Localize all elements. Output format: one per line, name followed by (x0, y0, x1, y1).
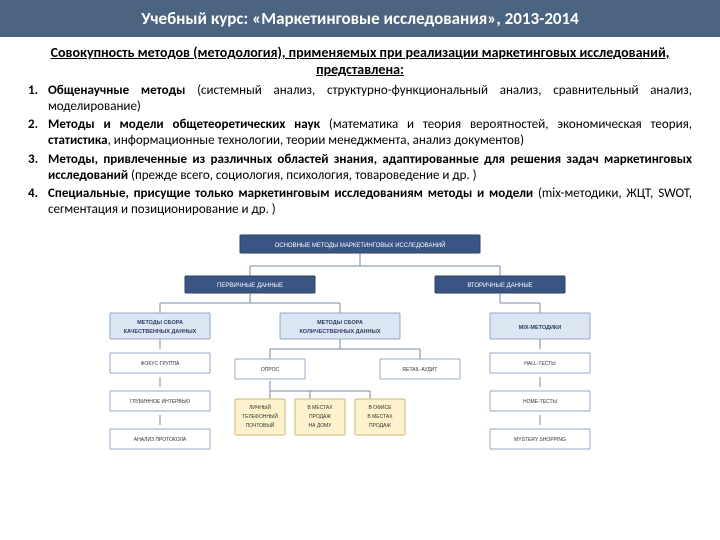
list-item: 2. Методы и модели общетеоретических нау… (28, 117, 692, 150)
qual-head: МЕТОДЫ СБОРА (137, 320, 183, 326)
list-number: 4. (28, 186, 48, 219)
mix-head: MIX-МЕТОДИКИ (519, 325, 562, 331)
quant-box: ОПРОС (261, 367, 280, 373)
list-item: 4. Специальные, присущие только маркетин… (28, 186, 692, 219)
chart-root: ОСНОВНЫЕ МЕТОДЫ МАРКЕТИНГОВЫХ ИССЛЕДОВАН… (275, 241, 446, 249)
quant-head: КОЛИЧЕСТВЕННЫХ ДАННЫХ (299, 329, 380, 335)
list-item: 3. Методы, привлеченные из различных обл… (28, 152, 692, 185)
qual-box: ФОКУС-ГРУППА (141, 361, 180, 367)
quant-sub: ПОЧТОВЫЙ (246, 421, 275, 429)
list-item: 1. Общенаучные методы (системный анализ,… (28, 83, 692, 116)
quant-head: МЕТОДЫ СБОРА (317, 320, 363, 326)
list-text: Специальные, присущие только маркетингов… (48, 186, 692, 219)
quant-sub: ПРОДАЖ (309, 414, 331, 420)
course-header: Учебный курс: «Маркетинговые исследовани… (0, 0, 720, 37)
quant-sub: В МЕСТАХ (367, 414, 393, 420)
chart-secondary: ВТОРИЧНЫЕ ДАННЫЕ (467, 283, 532, 289)
mix-box: HALL-ТЕСТЫ (524, 361, 556, 367)
list-text: Методы, привлеченные из различных област… (48, 152, 692, 185)
list-number: 1. (28, 83, 48, 116)
list-number: 2. (28, 117, 48, 150)
methods-chart: ОСНОВНЫЕ МЕТОДЫ МАРКЕТИНГОВЫХ ИССЛЕДОВАН… (0, 227, 720, 486)
methods-list: 1. Общенаучные методы (системный анализ,… (0, 83, 720, 227)
qual-box: ГЛУБИННОЕ ИНТЕРВЬЮ (130, 399, 190, 405)
mix-box: MYSTERY SHOPPING (514, 437, 566, 443)
chart-primary: ПЕРВИЧНЫЕ ДАННЫЕ (217, 283, 283, 289)
list-text: Общенаучные методы (системный анализ, ст… (48, 83, 692, 116)
list-text: Методы и модели общетеоретических наук (… (48, 117, 692, 150)
quant-sub: НА ДОМУ (309, 423, 333, 429)
quant-sub: В ОФИСЕ (369, 405, 393, 411)
quant-sub: В МЕСТАХ (307, 405, 333, 411)
quant-sub: ПРОДАЖ (369, 423, 391, 429)
quant-sub: ТЕЛЕФОННЫЙ (242, 412, 278, 420)
qual-head: КАЧЕСТВЕННЫХ ДАННЫХ (124, 329, 197, 335)
mix-box: HOME-ТЕСТЫ (523, 399, 558, 405)
quant-box: RETAIL-АУДИТ (403, 367, 438, 373)
quant-sub: ЛИЧНЫЙ (249, 403, 271, 411)
subtitle: Совокупность методов (методология), прим… (0, 37, 720, 83)
qual-box: АНАЛИЗ ПРОТОКОЛА (134, 437, 187, 443)
list-number: 3. (28, 152, 48, 185)
